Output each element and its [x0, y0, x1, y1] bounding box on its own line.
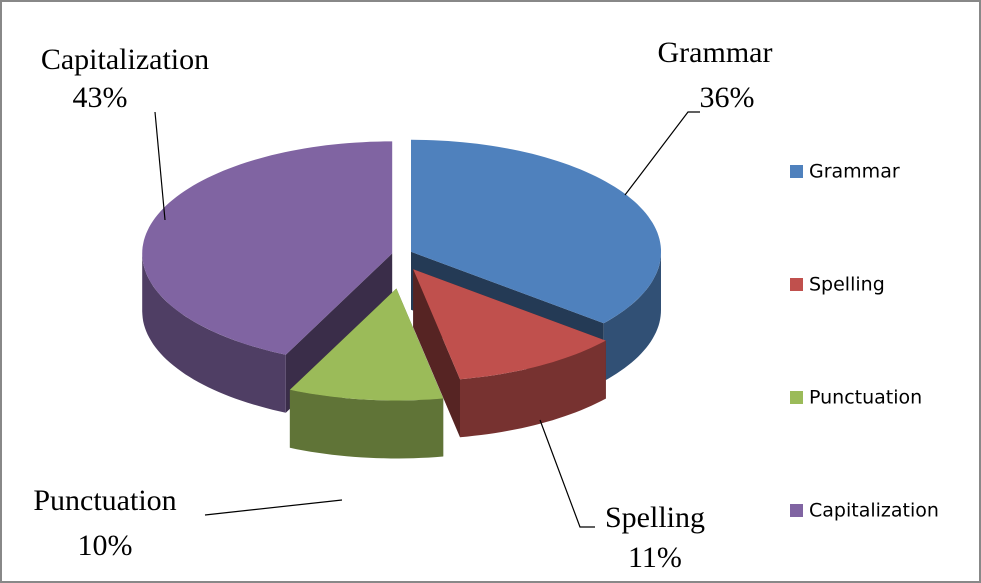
legend-label: Grammar	[809, 161, 900, 183]
slice-outer-wall	[289, 389, 444, 459]
slice	[142, 141, 393, 355]
legend-swatch	[790, 278, 803, 291]
data-label-value: 10%	[78, 529, 133, 562]
slice	[411, 139, 661, 324]
slice	[413, 269, 606, 380]
leader-line	[539, 419, 595, 528]
slice-outer-wall	[603, 251, 661, 382]
data-label-name: Spelling	[605, 501, 705, 534]
data-label-name: Capitalization	[41, 43, 209, 76]
slice-outer-wall	[460, 340, 606, 438]
leader-line	[204, 499, 343, 516]
legend-label: Punctuation	[809, 387, 922, 409]
leader-line	[624, 111, 700, 196]
legend-swatch	[790, 504, 803, 517]
slice	[289, 288, 444, 401]
legend-label: Spelling	[809, 274, 885, 296]
leader-line	[154, 111, 166, 221]
legend-swatch	[790, 165, 803, 178]
data-label-name: Grammar	[658, 36, 773, 69]
slice-radial-wall	[413, 269, 460, 438]
legend-label: Capitalization	[809, 500, 939, 522]
data-label-name: Punctuation	[33, 484, 176, 517]
legend-swatch	[790, 391, 803, 404]
data-label-value: 11%	[628, 541, 682, 574]
data-label-value: 36%	[700, 81, 755, 114]
slice-group	[413, 269, 606, 438]
slice-group	[289, 288, 444, 459]
data-label-value: 43%	[73, 81, 128, 114]
slice-outer-wall	[142, 253, 286, 413]
